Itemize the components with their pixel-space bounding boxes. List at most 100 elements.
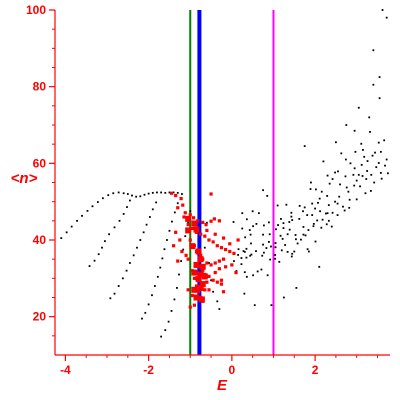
data-point <box>378 97 381 100</box>
data-point <box>321 218 324 221</box>
data-point <box>147 303 150 306</box>
data-point <box>320 226 323 229</box>
data-point <box>245 275 248 278</box>
data-point <box>211 240 215 244</box>
data-point <box>265 247 268 249</box>
data-point <box>228 242 232 246</box>
data-point <box>139 195 142 198</box>
data-point <box>207 238 211 242</box>
data-point <box>372 49 375 52</box>
data-point <box>344 158 347 161</box>
data-point <box>357 173 360 176</box>
data-point <box>60 237 63 239</box>
data-point <box>282 296 285 299</box>
data-point <box>342 205 344 208</box>
data-point <box>219 278 224 282</box>
data-point <box>126 193 129 195</box>
data-point <box>298 218 301 220</box>
data-point <box>173 298 176 301</box>
data-point <box>88 265 91 267</box>
data-point <box>240 263 243 266</box>
data-point <box>205 261 209 265</box>
data-point <box>249 233 252 236</box>
data-point <box>268 221 270 224</box>
data-point <box>189 243 196 250</box>
data-point <box>126 206 128 208</box>
data-point <box>199 253 203 257</box>
data-point <box>207 288 211 292</box>
data-point <box>168 229 171 232</box>
data-point <box>331 211 334 214</box>
data-point <box>266 195 269 197</box>
data-point <box>141 317 143 320</box>
data-point <box>345 124 348 126</box>
data-point <box>182 215 186 219</box>
data-point <box>312 223 315 225</box>
data-point <box>131 194 133 197</box>
data-point <box>185 215 192 222</box>
data-point <box>373 181 376 184</box>
data-point <box>203 234 207 238</box>
data-point <box>279 234 282 237</box>
data-point <box>65 231 68 234</box>
data-point <box>353 129 356 132</box>
data-point <box>191 220 198 227</box>
data-point <box>169 191 174 195</box>
data-point <box>384 164 386 167</box>
data-point <box>122 213 125 215</box>
data-point <box>129 199 131 202</box>
data-point <box>182 248 185 251</box>
data-point <box>266 274 269 277</box>
data-point <box>172 191 175 194</box>
data-point <box>159 266 162 269</box>
data-point <box>381 9 384 11</box>
data-point <box>217 267 221 271</box>
data-point <box>204 223 208 227</box>
data-point <box>191 286 198 293</box>
data-point <box>168 191 171 194</box>
data-point <box>241 227 244 230</box>
data-point <box>249 254 252 257</box>
data-point <box>237 248 240 251</box>
data-point <box>290 215 293 218</box>
data-point <box>335 141 337 144</box>
data-point <box>145 223 148 226</box>
data-point <box>166 239 168 241</box>
y-tick-label: 100 <box>26 3 46 17</box>
axes <box>54 10 390 356</box>
data-point <box>104 240 106 243</box>
data-point <box>336 202 339 205</box>
data-point <box>121 277 124 280</box>
data-point <box>147 192 150 195</box>
data-point <box>76 219 78 222</box>
data-point <box>262 243 264 246</box>
data-point <box>205 228 209 233</box>
data-point <box>348 206 351 209</box>
data-point <box>209 192 213 196</box>
data-point <box>243 271 246 274</box>
data-point <box>327 219 330 222</box>
data-point <box>369 190 372 192</box>
data-point <box>251 210 254 213</box>
data-point <box>197 256 204 263</box>
data-point <box>258 212 260 215</box>
y-tick-label: 20 <box>33 310 47 324</box>
data-point <box>93 259 96 262</box>
data-point <box>212 290 215 293</box>
data-point <box>205 221 208 224</box>
data-point <box>191 269 198 276</box>
data-point <box>361 175 364 177</box>
data-point <box>250 242 252 245</box>
tick-labels: -4 -2 0 2 20 40 60 80 100 <box>26 3 319 377</box>
data-point <box>307 229 310 231</box>
data-point <box>286 250 289 253</box>
data-point <box>374 151 376 154</box>
data-point <box>221 290 226 294</box>
data-point <box>245 247 248 250</box>
data-point <box>173 211 176 214</box>
data-point <box>193 261 200 268</box>
data-point <box>355 179 358 182</box>
data-point <box>360 142 363 145</box>
data-point <box>252 225 254 228</box>
